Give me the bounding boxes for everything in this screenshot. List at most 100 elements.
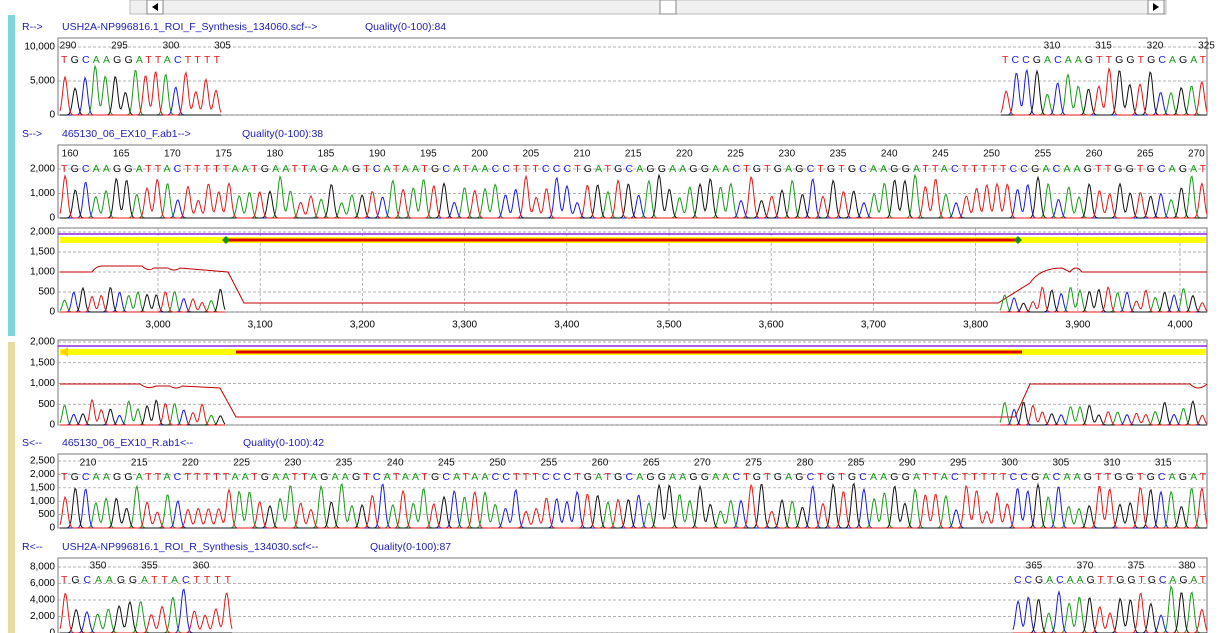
y-tick-label: 1,000	[30, 188, 55, 199]
y-tick-label: 6,000	[30, 578, 55, 589]
y-tick-label: 0	[49, 420, 55, 431]
quality-curve	[60, 383, 1208, 418]
base-position: 355	[141, 561, 158, 572]
region-marker	[1014, 236, 1022, 244]
track-quality: Quality(0-100):87	[370, 541, 451, 553]
scrollbar[interactable]	[129, 0, 1167, 15]
y-tick-label: 2,000	[30, 227, 55, 238]
base-position: 295	[111, 41, 128, 52]
y-tick-label: 500	[38, 287, 55, 298]
track-name: USH2A-NP996816.1_ROI_F_Synthesis_134060.…	[62, 21, 317, 33]
y-tick-label: 4,000	[30, 595, 55, 606]
base-position: 225	[727, 149, 744, 160]
base-position: 255	[1034, 149, 1051, 160]
x-tick-label: 3,400	[554, 320, 579, 331]
base-position: 370	[1077, 561, 1094, 572]
base-position: 325	[1198, 41, 1215, 52]
trace-g	[60, 399, 226, 426]
base-position: 215	[131, 458, 148, 469]
base-position: 220	[182, 458, 199, 469]
y-tick-label: 5,000	[30, 76, 55, 87]
trace-t	[59, 592, 233, 633]
base-position: 300	[1001, 458, 1018, 469]
base-position: 265	[1137, 149, 1154, 160]
y-tick-label: 8,000	[30, 562, 55, 573]
scroll-thumb[interactable]	[659, 0, 677, 15]
base-position: 215	[625, 149, 642, 160]
y-tick-label: 1,000	[30, 496, 55, 507]
plot-area	[57, 144, 1208, 219]
base-position: 290	[899, 458, 916, 469]
trace-a	[1013, 584, 1207, 633]
base-position: 285	[848, 458, 865, 469]
track-name: 465130_06_EX10_R.ab1<--	[62, 437, 194, 449]
base-position: 220	[676, 149, 693, 160]
base-position: 315	[1155, 458, 1172, 469]
base-position: 245	[438, 458, 455, 469]
base-position: 315	[1095, 41, 1112, 52]
y-tick-label: 500	[38, 399, 55, 410]
y-tick-label: 1,500	[30, 247, 55, 258]
base-position: 305	[214, 41, 231, 52]
x-tick-label: 3,800	[963, 320, 988, 331]
base-position: 270	[1188, 149, 1205, 160]
trace-c	[60, 588, 232, 633]
quality-curve	[60, 265, 1207, 304]
trace-t	[59, 71, 222, 116]
base-position: 170	[164, 149, 181, 160]
plot-area	[57, 557, 1208, 633]
track-name: 465130_06_EX10_F.ab1-->	[62, 128, 191, 140]
trace-t	[1000, 66, 1208, 116]
x-tick-label: 3,000	[145, 320, 170, 331]
base-position: 175	[215, 149, 232, 160]
trace-g	[1013, 592, 1207, 633]
trace-t	[60, 291, 225, 313]
x-tick-label: 3,200	[350, 320, 375, 331]
y-tick-label: 0	[49, 307, 55, 318]
base-position: 290	[60, 41, 77, 52]
base-position: 190	[369, 149, 386, 160]
trace-t	[1000, 286, 1208, 313]
base-position: 305	[1052, 458, 1069, 469]
scroll-right-arrow	[1153, 3, 1159, 11]
base-position: 295	[950, 458, 967, 469]
base-position: 310	[1044, 41, 1061, 52]
track-quality: Quality(0-100):42	[243, 437, 324, 449]
x-tick-label: 3,100	[248, 320, 273, 331]
base-position: 380	[1179, 561, 1196, 572]
track-direction: R<--	[22, 541, 43, 553]
base-position: 235	[830, 149, 847, 160]
y-tick-label: 500	[38, 509, 55, 520]
base-position: 375	[1128, 561, 1145, 572]
base-position: 210	[80, 458, 97, 469]
base-position: 230	[778, 149, 795, 160]
base-position: 195	[420, 149, 437, 160]
base-position: 250	[489, 458, 506, 469]
base-position: 180	[266, 149, 283, 160]
track-name: USH2A-NP996816.1_ROI_R_Synthesis_134030.…	[62, 541, 319, 553]
base-position: 205	[522, 149, 539, 160]
plot-area	[57, 453, 1208, 529]
y-tick-label: 2,000	[30, 611, 55, 622]
track-direction: S-->	[22, 128, 42, 140]
x-tick-label: 3,600	[759, 320, 784, 331]
x-tick-label: 4,000	[1167, 320, 1192, 331]
trace-t	[1000, 404, 1208, 426]
base-position: 260	[592, 458, 609, 469]
base-position: 270	[694, 458, 711, 469]
reverse-group-strip	[8, 342, 15, 633]
base-position: 310	[1104, 458, 1121, 469]
base-position: 320	[1147, 41, 1164, 52]
x-tick-label: 3,500	[656, 320, 681, 331]
base-position: 275	[745, 458, 762, 469]
y-tick-label: 1,500	[30, 357, 55, 368]
base-position: 265	[643, 458, 660, 469]
x-tick-label: 3,300	[452, 320, 477, 331]
y-tick-label: 1,000	[30, 378, 55, 389]
trace-t	[1013, 592, 1208, 633]
base-position: 240	[387, 458, 404, 469]
track-quality: Quality(0-100):38	[242, 128, 323, 140]
